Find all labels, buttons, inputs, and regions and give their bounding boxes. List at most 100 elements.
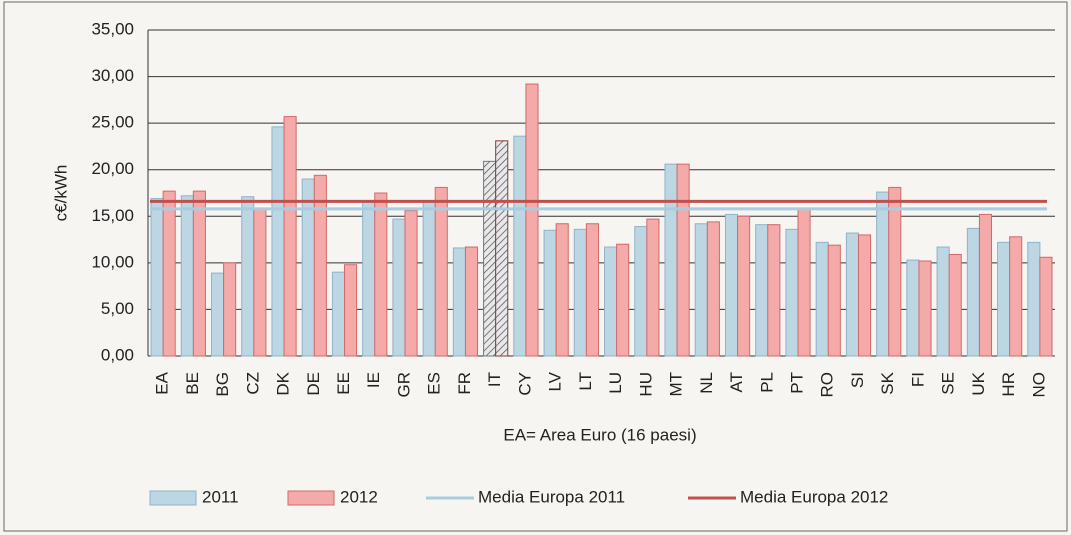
bar — [180, 195, 194, 357]
bar — [797, 208, 811, 357]
x-tick-label: BG — [213, 372, 232, 397]
y-tick-label: 5,00 — [101, 299, 134, 318]
bar — [978, 213, 993, 357]
bar — [857, 234, 872, 357]
x-tick-label: NO — [1029, 372, 1048, 398]
y-tick-label: 20,00 — [91, 159, 134, 178]
x-tick-label: ES — [425, 372, 444, 395]
legend-label: 2011 — [202, 487, 239, 506]
bar — [585, 223, 599, 357]
x-tick-label: FR — [455, 372, 474, 395]
x-tick-label: EA — [153, 371, 172, 394]
bar — [162, 190, 176, 357]
x-tick-label: LT — [576, 372, 595, 391]
x-tick-label: HU — [636, 372, 655, 397]
bar — [283, 116, 297, 357]
legend-swatch — [149, 490, 197, 506]
bar — [331, 271, 346, 357]
x-tick-label: FI — [908, 372, 927, 387]
bar — [301, 178, 315, 357]
y-tick-label: 25,00 — [91, 113, 134, 132]
bar — [634, 226, 648, 357]
bar — [374, 192, 388, 357]
y-tick-label: 30,00 — [91, 66, 134, 85]
bar — [948, 253, 962, 357]
bar — [1027, 241, 1041, 357]
bar — [906, 259, 920, 357]
y-tick-label: 10,00 — [91, 252, 134, 271]
bar — [434, 186, 448, 357]
bar — [150, 198, 164, 357]
x-tick-label: SI — [848, 372, 867, 388]
legend-label: Media Europa 2011 — [478, 487, 625, 506]
legend-swatch — [287, 490, 335, 506]
bar — [1039, 256, 1053, 357]
bar — [555, 223, 569, 357]
bar — [573, 228, 587, 357]
legend-label: 2012 — [340, 487, 378, 506]
y-tick-label: 35,00 — [91, 19, 134, 38]
bar — [845, 232, 859, 357]
x-tick-label: CY — [515, 372, 534, 396]
x-tick-label: AT — [727, 372, 746, 392]
bar — [513, 135, 527, 357]
bar — [876, 191, 890, 357]
bar — [604, 246, 618, 357]
x-tick-label: IE — [364, 372, 383, 388]
bar — [724, 213, 739, 357]
x-tick-label: EE — [334, 372, 353, 395]
legend-label: Media Europa 2012 — [740, 487, 888, 506]
bar — [785, 228, 799, 357]
x-axis-label: EA= Area Euro (16 paesi) — [503, 425, 696, 444]
x-tick-label: SE — [939, 372, 958, 395]
bar — [646, 218, 660, 357]
bar — [1009, 236, 1023, 357]
x-tick-label: MT — [667, 372, 686, 397]
bar — [543, 229, 557, 357]
x-tick-label: PL — [757, 372, 776, 393]
bar — [495, 140, 509, 357]
x-tick-label: DK — [274, 371, 293, 395]
bar — [694, 223, 708, 357]
bar — [422, 200, 436, 357]
bar — [767, 224, 781, 357]
bar — [253, 208, 267, 357]
x-tick-label: LU — [606, 372, 625, 394]
bar — [192, 190, 206, 357]
y-tick-label: 15,00 — [91, 206, 134, 225]
bar — [737, 215, 751, 357]
x-tick-label: DE — [304, 372, 323, 396]
x-tick-label: NL — [697, 372, 716, 394]
x-tick-label: BE — [183, 372, 202, 395]
bar — [936, 246, 950, 357]
bar — [404, 210, 418, 357]
bar — [966, 227, 980, 357]
frame — [3, 1, 1068, 532]
bar — [525, 83, 539, 357]
bar — [616, 243, 630, 357]
x-tick-label: SK — [878, 371, 897, 394]
bar — [271, 126, 285, 357]
bar — [888, 186, 902, 357]
x-tick-label: RO — [818, 372, 837, 398]
x-tick-label: LV — [546, 371, 565, 391]
bar — [483, 160, 497, 357]
bar — [241, 196, 255, 357]
bar — [313, 174, 327, 357]
x-tick-label: IT — [485, 372, 504, 387]
bar — [918, 260, 932, 357]
bar — [827, 244, 841, 357]
bar — [755, 224, 769, 357]
bar — [210, 272, 225, 357]
bar — [344, 264, 358, 357]
bar — [464, 246, 479, 357]
x-tick-label: CZ — [243, 372, 262, 395]
y-tick-label: 0,00 — [101, 345, 134, 364]
bar — [706, 221, 720, 357]
bar — [362, 201, 376, 357]
y-axis-label: c€/kWh — [51, 165, 70, 222]
bar — [815, 241, 829, 357]
bar — [392, 218, 406, 357]
bar — [452, 247, 466, 357]
